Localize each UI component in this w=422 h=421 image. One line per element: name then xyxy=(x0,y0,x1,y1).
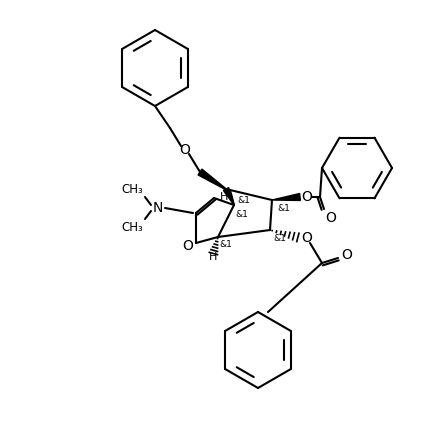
Text: &1: &1 xyxy=(219,240,233,248)
Text: CH₃: CH₃ xyxy=(121,221,143,234)
Text: O: O xyxy=(341,248,352,262)
Text: O: O xyxy=(180,143,190,157)
Text: &1: &1 xyxy=(238,195,250,205)
Polygon shape xyxy=(198,169,230,192)
Text: O: O xyxy=(325,211,336,225)
Text: H: H xyxy=(220,192,228,202)
Text: &1: &1 xyxy=(273,234,287,242)
Text: O: O xyxy=(302,190,312,204)
Text: O: O xyxy=(183,239,193,253)
Text: O: O xyxy=(302,231,312,245)
Text: N: N xyxy=(153,201,163,215)
Text: &1: &1 xyxy=(235,210,249,218)
Text: CH₃: CH₃ xyxy=(121,182,143,195)
Polygon shape xyxy=(272,194,300,200)
Text: &1: &1 xyxy=(278,203,290,213)
Polygon shape xyxy=(223,188,234,205)
Text: H: H xyxy=(209,252,217,262)
